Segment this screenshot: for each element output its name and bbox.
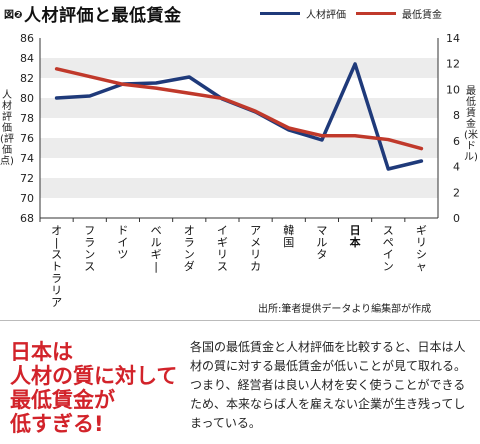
y-tick-label-left: 74	[20, 152, 34, 165]
x-tick-label: フランス	[84, 224, 95, 273]
data-point-wage	[121, 82, 125, 86]
figure-number: 図❷	[4, 10, 23, 21]
x-tick-label: 韓国	[283, 224, 294, 249]
headline-line: 人材の質に対して	[10, 364, 178, 388]
data-point-wage	[320, 134, 324, 138]
headline-line: 低すぎる!	[10, 412, 104, 436]
x-tick-label: ベルギ|	[151, 224, 162, 273]
y-tick-label-left: 72	[20, 172, 34, 185]
y-tick-label-left: 80	[20, 92, 34, 105]
chart-header: 図❷ 人材評価と最低賃金 人材評価 最低賃金	[0, 0, 480, 26]
data-point-wage	[353, 134, 357, 138]
data-point-hr	[353, 62, 357, 66]
data-point-wage	[220, 96, 224, 100]
x-tick-label: オランダ	[184, 224, 195, 273]
divider	[0, 320, 480, 321]
y-tick-label-left: 82	[20, 72, 34, 85]
data-point-hr	[386, 167, 390, 171]
x-tick-label: マルタ	[316, 224, 327, 261]
data-point-wage	[287, 126, 291, 130]
y-tick-label-right: 8	[453, 109, 460, 122]
grid-band	[40, 98, 438, 118]
data-point-wage	[254, 109, 258, 113]
data-point-wage	[55, 67, 59, 71]
headline: 日本は 人材の質に対して 最低賃金が 低すぎる!	[10, 340, 190, 436]
x-tick-label: オ|ストラリア	[51, 224, 62, 309]
y-tick-label-left: 70	[20, 192, 34, 205]
y-tick-label-left: 76	[20, 132, 34, 145]
data-point-hr	[88, 94, 92, 98]
data-point-wage	[88, 75, 92, 79]
grid-band	[40, 138, 438, 158]
y-tick-label-left: 78	[20, 112, 34, 125]
data-point-hr	[419, 159, 423, 163]
y-tick-label-left: 68	[20, 212, 34, 225]
legend-item-hr: 人材評価	[260, 6, 346, 21]
legend-label-wage: 最低賃金	[402, 9, 442, 21]
y-tick-label-right: 10	[446, 83, 460, 96]
line-chart: 6870727476788082848602468101214オ|ストラリアフラ…	[20, 32, 460, 309]
y-tick-label-right: 6	[453, 135, 460, 148]
series-line-wage	[54, 67, 424, 151]
y-tick-label-right: 14	[446, 32, 460, 45]
data-point-hr	[154, 81, 158, 85]
y-tick-label-left: 86	[20, 32, 34, 45]
y-tick-label-right: 0	[453, 212, 460, 225]
data-point-hr	[187, 75, 191, 79]
source-note: 出所:筆者提供データより編集部が作成	[258, 304, 432, 315]
data-point-wage	[154, 86, 158, 90]
data-point-hr	[320, 138, 324, 142]
data-point-wage	[386, 138, 390, 142]
x-tick-label: アメリカ	[250, 224, 261, 273]
legend-item-wage: 最低賃金	[356, 6, 442, 21]
y-tick-label-right: 12	[446, 58, 460, 71]
data-point-wage	[419, 147, 423, 151]
headline-line: 日本は	[10, 340, 73, 364]
x-tick-label: イギリス	[217, 224, 228, 273]
y-axis-right-label: 最低賃金(米ドル)	[464, 86, 478, 163]
x-tick-label: 日本	[350, 224, 361, 249]
data-point-hr	[55, 96, 59, 100]
chart-title: 人材評価と最低賃金	[24, 6, 182, 26]
y-tick-label-right: 2	[453, 186, 460, 199]
y-tick-label-right: 4	[453, 161, 460, 174]
y-axis-left-label: 人材評価(評価点)	[0, 90, 14, 167]
legend-swatch-hr	[260, 11, 300, 15]
data-point-wage	[187, 91, 191, 95]
x-tick-label: スペイン	[383, 224, 394, 273]
body-text: 各国の最低賃金と人材評価を比較すると、日本は人材の質に対する最低賃金が低いことが…	[190, 340, 467, 430]
x-tick-label: ギリシャ	[416, 224, 427, 273]
grid-band	[40, 58, 438, 78]
headline-line: 最低賃金が	[10, 388, 115, 412]
y-tick-label-left: 84	[20, 52, 34, 65]
x-tick-label: ドイツ	[117, 224, 128, 261]
legend-label-hr: 人材評価	[306, 9, 346, 21]
legend-swatch-wage	[356, 11, 396, 15]
grid-band	[40, 178, 438, 198]
